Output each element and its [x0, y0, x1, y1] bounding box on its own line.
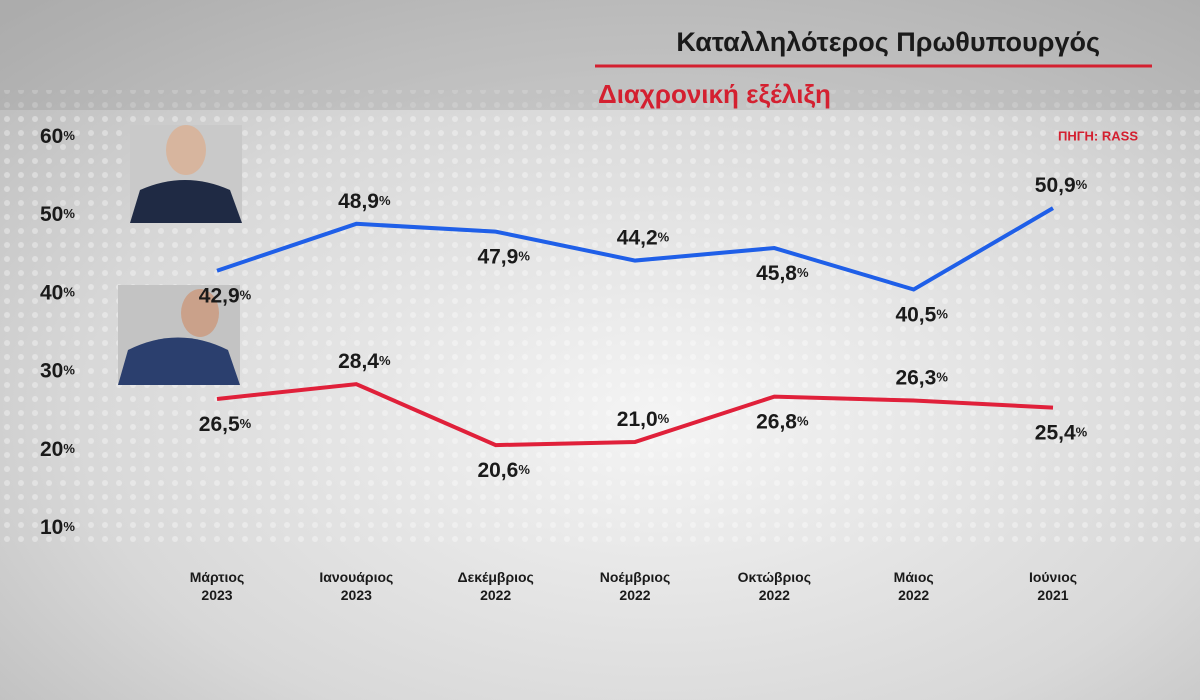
y-tick-label: 20% — [40, 437, 75, 460]
value-label: 21,0% — [617, 408, 670, 431]
source: ΠΗΓΗ: RASS — [1058, 128, 1138, 143]
value-label: 50,9% — [1035, 174, 1088, 197]
value-label: 28,4% — [338, 350, 391, 373]
value-label: 26,5% — [199, 413, 252, 436]
series-line — [216, 206, 1055, 292]
x-tick-label: Μάρτιος 2023 — [190, 569, 245, 603]
y-tick-label: 30% — [40, 359, 75, 382]
value-label: 42,9% — [199, 284, 252, 307]
y-tick-label: 60% — [40, 125, 75, 148]
x-tick-label: Ιούνιος 2021 — [1029, 569, 1077, 603]
x-tick-label: Μάιος 2022 — [894, 569, 934, 603]
x-tick-label: Οκτώβριος 2022 — [738, 569, 811, 603]
series-line — [216, 382, 1054, 448]
value-label: 40,5% — [895, 303, 948, 326]
y-tick-label: 40% — [40, 281, 75, 304]
x-tick-label: Νοέμβριος 2022 — [600, 569, 670, 603]
portrait-blue — [130, 125, 242, 223]
value-label: 25,4% — [1035, 421, 1088, 444]
value-label: 44,2% — [617, 226, 670, 249]
x-tick-label: Ιανουάριος 2023 — [319, 569, 393, 603]
y-tick-label: 10% — [40, 516, 75, 539]
value-label: 20,6% — [477, 459, 530, 482]
x-tick-label: Δεκέμβριος 2022 — [458, 569, 534, 603]
value-label: 45,8% — [756, 262, 809, 285]
y-tick-label: 50% — [40, 203, 75, 226]
portrait-red — [118, 285, 240, 385]
value-label: 26,3% — [895, 366, 948, 389]
value-label: 48,9% — [338, 189, 391, 212]
chart-title: Καταλληλότερος Πρωθυπουργός — [676, 27, 1100, 57]
background-building — [0, 0, 1200, 110]
chart-subtitle: Διαχρονική εξέλιξη — [598, 79, 831, 109]
value-label: 26,8% — [756, 410, 809, 433]
value-label: 47,9% — [477, 245, 530, 268]
